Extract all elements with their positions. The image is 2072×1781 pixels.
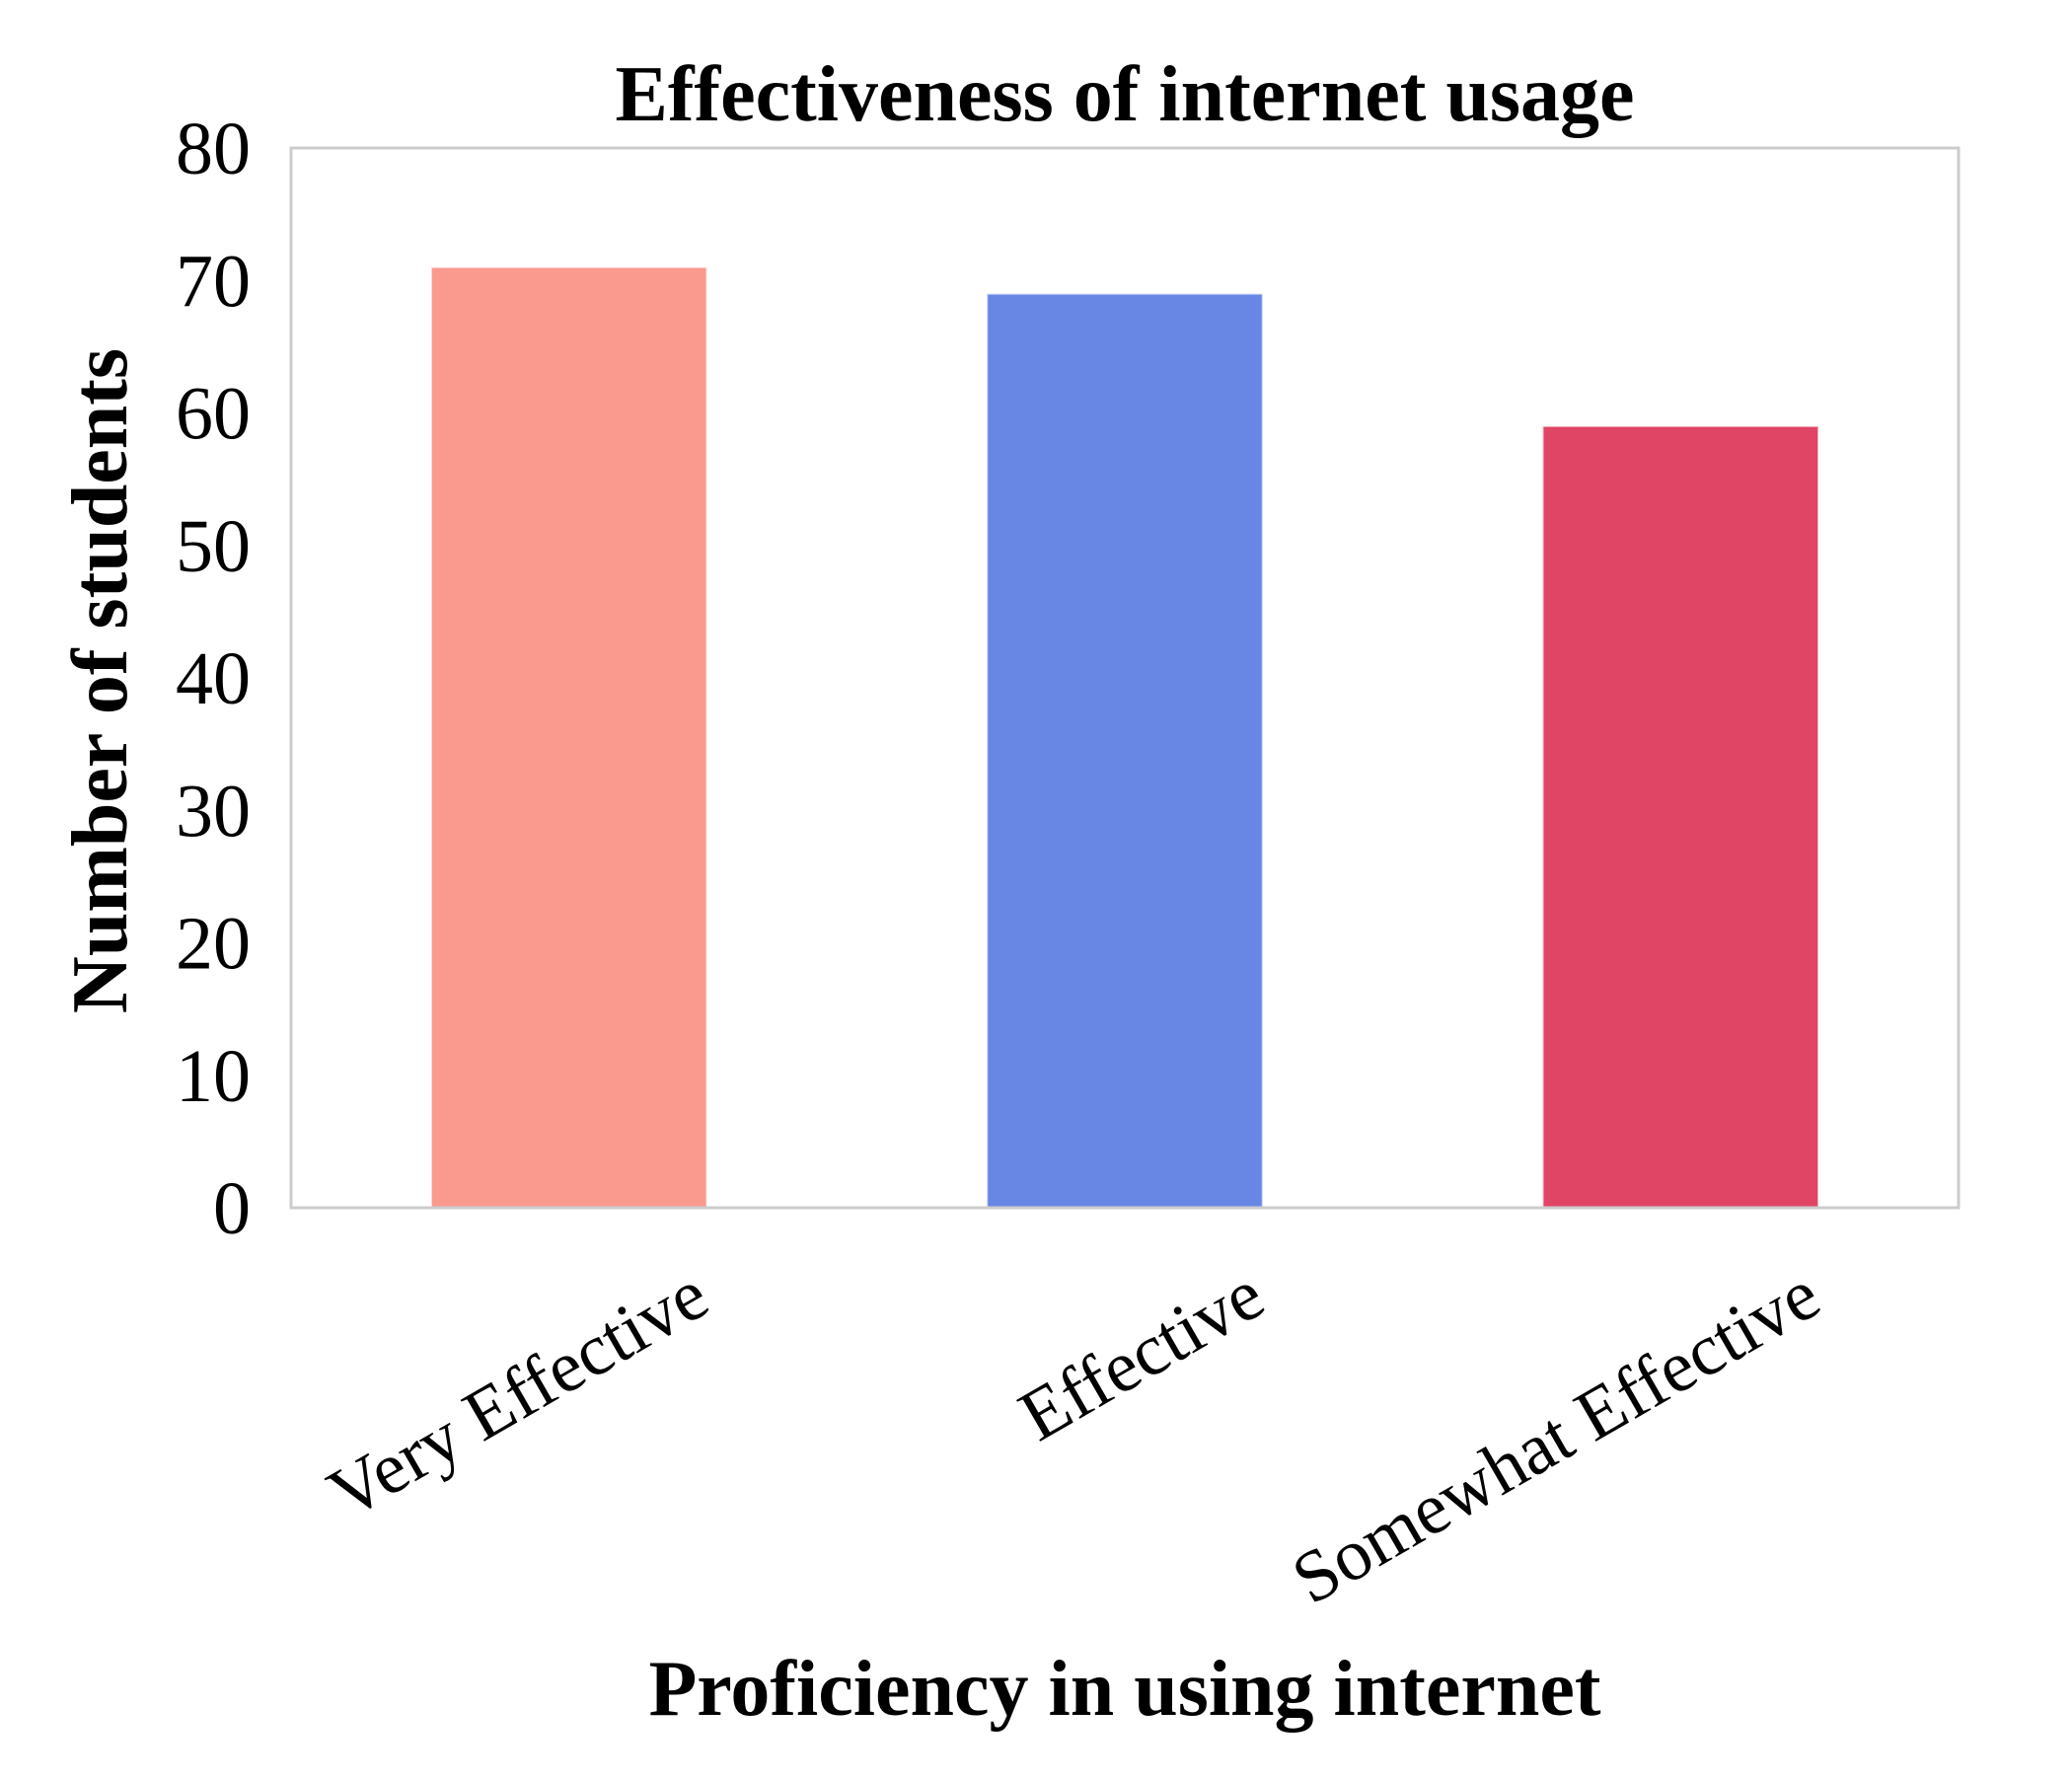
x-axis-label: Proficiency in using internet — [648, 1646, 1600, 1733]
y-tick-label: 0 — [213, 1167, 251, 1250]
x-tick-label: Effective — [1006, 1254, 1278, 1457]
y-tick-label: 30 — [176, 770, 251, 853]
y-tick-label: 60 — [176, 373, 251, 456]
y-tick-label: 50 — [176, 505, 251, 588]
chart-title: Effectiveness of internet usage — [615, 51, 1634, 138]
y-tick-label: 10 — [176, 1035, 251, 1118]
y-tick-label: 40 — [176, 637, 251, 720]
x-tick-label: Somewhat Effective — [1280, 1254, 1833, 1620]
y-axis-label: Number of students — [57, 348, 144, 1013]
bars-layer — [430, 265, 1819, 1209]
plot-frame — [289, 146, 1961, 1210]
bar-effective — [986, 292, 1264, 1209]
y-tick-label: 70 — [176, 240, 251, 323]
y-tick-label: 20 — [176, 903, 251, 986]
bar-somewhat-effective — [1541, 424, 1819, 1209]
bar-very-effective — [430, 265, 708, 1209]
x-axis-ticks: Very Effective Effective Somewhat Effectiv… — [316, 1254, 1833, 1620]
y-axis-ticks: 0 10 20 30 40 50 60 70 80 — [176, 108, 251, 1250]
y-tick-label: 80 — [176, 108, 251, 190]
x-tick-label: Very Effective — [316, 1254, 722, 1535]
